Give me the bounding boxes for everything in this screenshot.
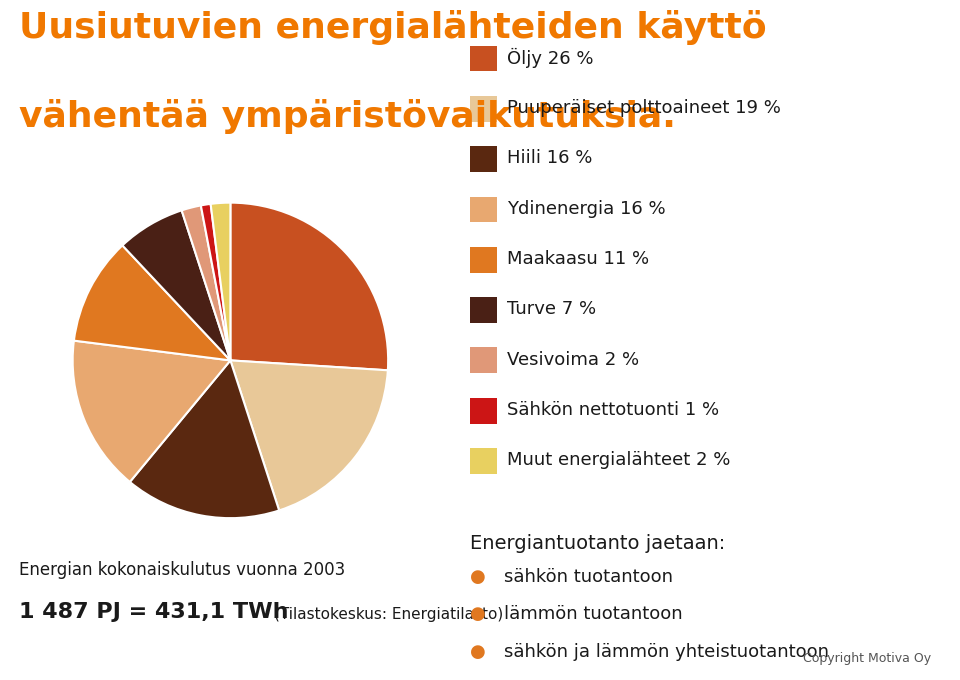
Wedge shape (130, 360, 279, 518)
Text: Maakaasu 11 %: Maakaasu 11 % (507, 250, 649, 268)
Wedge shape (230, 360, 388, 511)
Text: sähkön tuotantoon: sähkön tuotantoon (504, 568, 673, 585)
Wedge shape (210, 203, 230, 360)
Text: ●: ● (470, 568, 486, 585)
Text: 1 487 PJ = 431,1 TWh: 1 487 PJ = 431,1 TWh (19, 602, 289, 622)
Wedge shape (230, 203, 388, 371)
Text: Hiili 16 %: Hiili 16 % (507, 150, 592, 167)
Wedge shape (73, 341, 230, 482)
Wedge shape (201, 204, 230, 360)
Text: Vesivoima 2 %: Vesivoima 2 % (507, 351, 639, 369)
Text: Energiantuotanto jaetaan:: Energiantuotanto jaetaan: (470, 534, 726, 553)
Text: Ydinenergia 16 %: Ydinenergia 16 % (507, 200, 665, 218)
Text: lämmön tuotantoon: lämmön tuotantoon (504, 605, 683, 623)
Text: sähkön ja lämmön yhteistuotantoon: sähkön ja lämmön yhteistuotantoon (504, 643, 829, 660)
Wedge shape (181, 205, 230, 360)
Text: (Tilastokeskus: Energiatilasto): (Tilastokeskus: Energiatilasto) (274, 607, 503, 622)
Text: Turve 7 %: Turve 7 % (507, 301, 596, 318)
Wedge shape (123, 210, 230, 360)
Wedge shape (74, 245, 230, 360)
Text: Energian kokonaiskulutus vuonna 2003: Energian kokonaiskulutus vuonna 2003 (19, 561, 346, 579)
Text: Sähkön nettotuonti 1 %: Sähkön nettotuonti 1 % (507, 401, 719, 419)
Text: vähentää ympäristövaikutuksia.: vähentää ympäristövaikutuksia. (19, 99, 676, 133)
Text: Uusiutuvien energialähteiden käyttö: Uusiutuvien energialähteiden käyttö (19, 10, 767, 45)
Text: Copyright Motiva Oy: Copyright Motiva Oy (804, 652, 931, 665)
Text: Muut energialähteet 2 %: Muut energialähteet 2 % (507, 452, 731, 469)
Text: ●: ● (470, 605, 486, 623)
Text: ●: ● (470, 643, 486, 660)
Text: Öljy 26 %: Öljy 26 % (507, 48, 593, 68)
Text: Puuperäiset polttoaineet 19 %: Puuperäiset polttoaineet 19 % (507, 99, 780, 117)
